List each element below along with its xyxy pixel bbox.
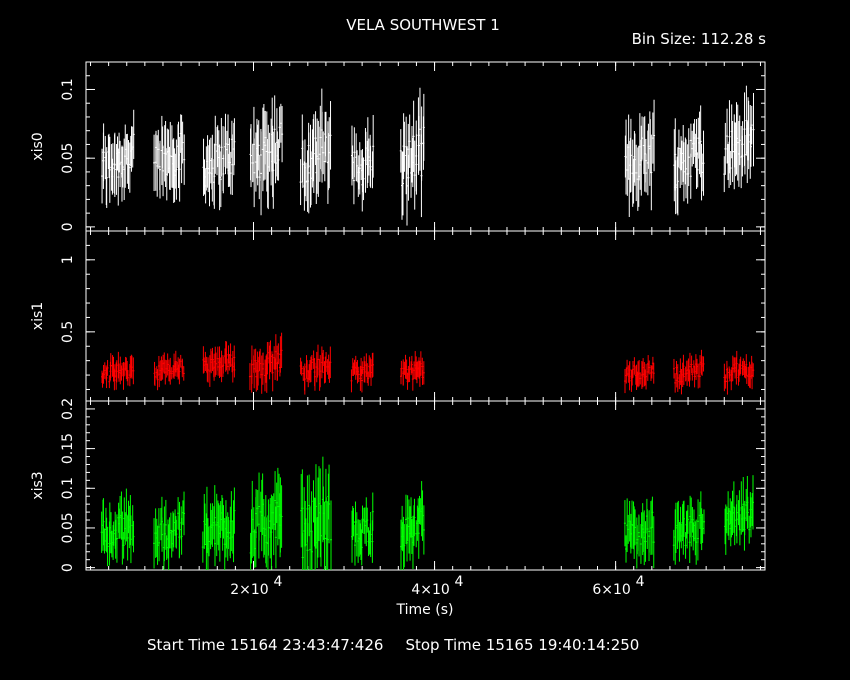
xis1-frame (85, 230, 766, 402)
bin-size-label: Bin Size: 112.28 s (631, 30, 766, 48)
xis1-ytick-label: 0.5 (60, 321, 76, 343)
x-tick-exponent: 4 (636, 574, 645, 590)
xis3-ylabel: xis3 (30, 471, 46, 499)
x-tick-label: 6×10 (592, 582, 630, 598)
x-axis-label: Time (s) (396, 602, 454, 618)
time-range-footer: Start Time 15164 23:43:47:426 Stop Time 1… (147, 636, 661, 654)
x-tick-label: 4×10 (411, 582, 449, 598)
xis0-ytick-label: 0.05 (60, 143, 76, 174)
xis0-ytick-label: 0.1 (60, 78, 76, 100)
x-tick-label: 2×10 (230, 582, 268, 598)
xis1-ylabel: xis1 (30, 302, 46, 330)
stop-time-label: Stop Time 15165 19:40:14:250 (405, 636, 640, 654)
xis3-frame (85, 400, 766, 571)
xis3-ytick-label: 0.05 (60, 512, 76, 543)
xis3-ytick-label: 0 (60, 563, 76, 572)
x-tick-exponent: 4 (455, 574, 464, 590)
xis0-ytick-label: 0 (60, 222, 76, 231)
start-time-label: Start Time 15164 23:43:47:426 (147, 636, 384, 654)
xis3-ytick-label: 0.15 (60, 433, 76, 464)
xis0-frame (85, 61, 766, 232)
xis1-ytick-label: 1 (60, 255, 76, 264)
chart-title: VELA SOUTHWEST 1 (346, 16, 500, 34)
xis0-ylabel: xis0 (30, 132, 46, 160)
xis3-ytick-label: 0.2 (60, 398, 76, 420)
xis3-ytick-label: 0.1 (60, 477, 76, 499)
x-tick-exponent: 4 (273, 574, 282, 590)
